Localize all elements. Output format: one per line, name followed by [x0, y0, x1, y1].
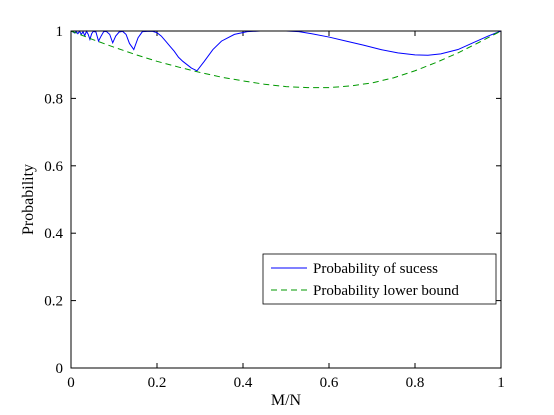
- x-axis-label: M/N: [271, 392, 302, 409]
- legend-label-success: Probability of sucess: [313, 261, 438, 277]
- y-tick-labels: 0 0.2 0.4 0.6 0.8 1: [44, 24, 63, 377]
- legend-box: [262, 253, 497, 305]
- x-tick-label: 0.4: [234, 375, 253, 391]
- y-tick-label: 0.8: [44, 91, 63, 107]
- series-layer: [70, 30, 502, 89]
- tick-marks: [70, 30, 502, 369]
- x-tick-labels: 0 0.2 0.4 0.6 0.8 1: [67, 375, 505, 391]
- series-probability-of-success: [70, 30, 502, 72]
- x-tick-label: 1: [497, 375, 505, 391]
- x-tick-label: 0.2: [148, 375, 167, 391]
- y-tick-label: 0.6: [44, 159, 63, 175]
- y-axis-label: Probability: [20, 164, 37, 235]
- x-tick-label: 0.8: [406, 375, 425, 391]
- x-tick-label: 0: [67, 375, 75, 391]
- series-probability-lower-bound: [70, 30, 502, 89]
- y-tick-label: 0.4: [44, 226, 63, 242]
- y-tick-label: 1: [56, 24, 64, 40]
- legend: Probability of sucess Probability lower …: [262, 253, 497, 305]
- y-tick-label: 0: [56, 361, 64, 377]
- x-tick-label: 0.6: [320, 375, 339, 391]
- plot-frame: [70, 30, 502, 369]
- y-tick-label: 0.2: [44, 294, 63, 310]
- legend-label-lower-bound: Probability lower bound: [313, 283, 459, 299]
